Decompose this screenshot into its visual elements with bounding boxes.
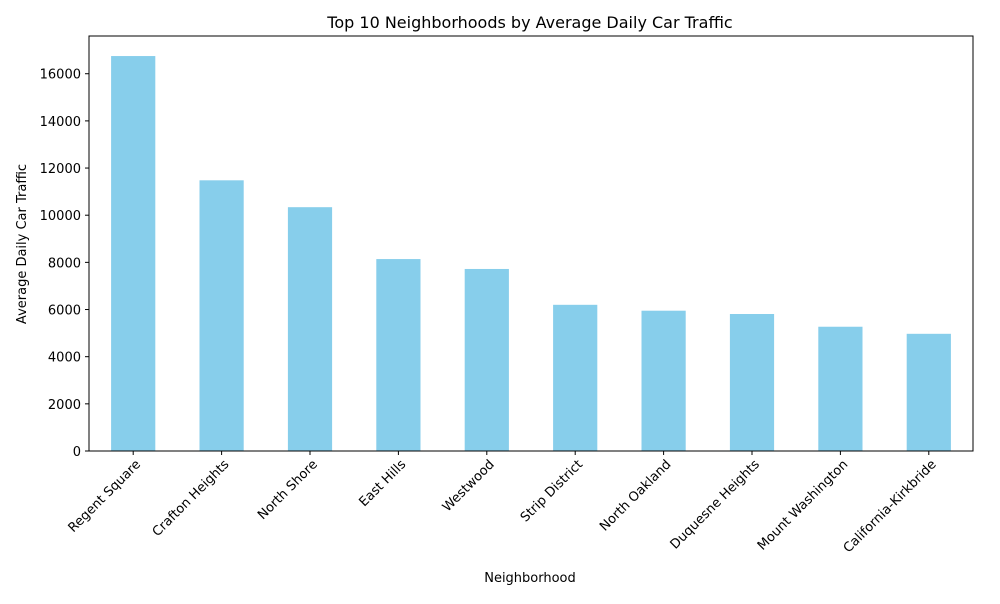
x-tick-label: North Oakland — [597, 457, 674, 534]
bar-regent-square — [111, 56, 156, 452]
y-axis-ticks: 0 2000 4000 6000 8000 10000 12000 14000 16000 — [40, 68, 89, 460]
bar-east-hills — [376, 259, 421, 451]
x-tick-label: Regent Square — [66, 457, 144, 535]
x-tick-label: Mount Washington — [755, 457, 851, 553]
x-tick-label: East Hills — [356, 457, 409, 510]
x-tick-label: Westwood — [440, 457, 498, 515]
plot-area-frame — [88, 35, 974, 452]
y-axis-label: Average Daily Car Traffic — [15, 164, 30, 324]
bar-north-oakland — [641, 310, 686, 451]
y-tick-label: 12000 — [40, 162, 81, 177]
x-axis-label: Neighborhood — [484, 571, 576, 586]
y-tick-label: 8000 — [48, 256, 81, 271]
bars-group — [111, 56, 951, 452]
y-tick-label: 0 — [73, 445, 81, 460]
y-tick-label: 16000 — [40, 68, 81, 83]
x-tick-label: California-Kirkbride — [841, 457, 940, 556]
y-tick-label: 4000 — [48, 351, 81, 366]
x-tick-label: Strip District — [518, 457, 586, 525]
y-tick-label: 6000 — [48, 304, 81, 319]
y-tick-label: 2000 — [48, 398, 81, 413]
bar-mount-washington — [818, 326, 863, 451]
bar-duquesne-heights — [729, 314, 775, 451]
bar-north-shore — [287, 207, 333, 451]
x-axis-ticks: Regent Square Crafton Heights North Shore E… — [66, 451, 940, 556]
x-tick-label: North Shore — [255, 457, 321, 523]
x-tick-label: Duquesne Heights — [668, 457, 763, 552]
x-tick-label: Crafton Heights — [150, 457, 233, 540]
y-tick-label: 10000 — [40, 209, 81, 224]
chart-title: Top 10 Neighborhoods by Average Daily Ca… — [326, 13, 732, 32]
bar-strip-district — [553, 304, 598, 451]
bar-california-kirkbride — [906, 333, 951, 451]
y-tick-label: 14000 — [40, 115, 81, 130]
bar-westwood — [464, 268, 509, 451]
bar-crafton-heights — [199, 180, 244, 451]
